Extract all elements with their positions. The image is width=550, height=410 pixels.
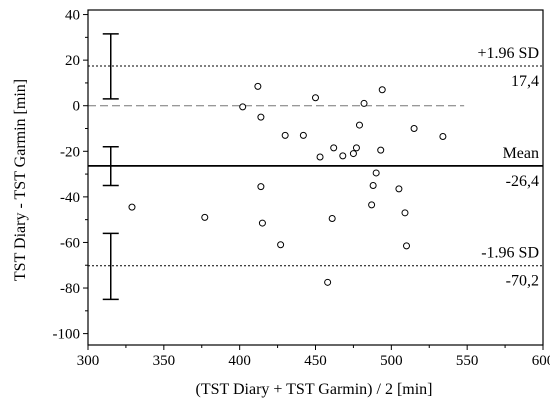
y-axis-title: TST Diary - TST Garmin [min]: [12, 79, 29, 281]
data-point: [410, 125, 418, 133]
confidence-interval-bars: [102, 33, 119, 301]
data-point: [369, 181, 377, 189]
reference-value-mean: -26,4: [506, 173, 539, 190]
data-point: [328, 215, 336, 223]
data-point: [377, 146, 385, 154]
reference-label-lower-loa: -1.96 SD: [481, 245, 539, 262]
data-point: [378, 86, 386, 94]
data-point: [258, 219, 266, 227]
x-tick-label: 600: [532, 353, 550, 369]
data-point: [324, 278, 332, 286]
data-point: [395, 185, 403, 193]
data-point: [312, 94, 319, 102]
data-point: [281, 131, 289, 139]
reference-value-upper-loa: 17,4: [511, 73, 539, 90]
x-tick-label: 350: [153, 353, 176, 369]
x-axis-ticks: 300 350 400 450 500 550 600: [77, 345, 550, 369]
data-point: [254, 82, 262, 90]
data-point: [352, 144, 360, 152]
data-point: [339, 152, 347, 160]
data-points: [128, 82, 447, 286]
axes-frame: [87, 9, 544, 346]
x-axis-title: (TST Diary + TST Garmin) / 2 [min]: [196, 381, 433, 398]
data-point: [257, 113, 265, 121]
plot-frame: [87, 9, 544, 346]
x-tick-label: 450: [304, 353, 327, 369]
data-point: [316, 153, 324, 161]
data-point: [403, 242, 410, 250]
y-tick-label: -20: [60, 144, 80, 160]
data-point: [299, 131, 307, 139]
reference-value-lower-loa: -70,2: [506, 273, 539, 290]
y-axis-ticks: 40 20 0 -20 -40 -60 -80 -100: [53, 8, 88, 343]
data-point: [128, 203, 136, 211]
x-tick-label: 300: [77, 353, 100, 369]
y-tick-label: 40: [65, 8, 80, 24]
data-point: [355, 121, 363, 129]
y-tick-label: 0: [73, 99, 81, 115]
data-point: [372, 169, 380, 177]
data-point: [349, 150, 357, 158]
data-point: [277, 241, 285, 249]
reference-label-upper-loa: +1.96 SD: [478, 45, 539, 62]
y-tick-label: -40: [60, 190, 80, 206]
y-tick-label: -80: [60, 281, 80, 297]
y-tick-label: -100: [53, 327, 81, 343]
data-point: [439, 132, 447, 140]
y-tick-label: -60: [60, 235, 80, 251]
x-tick-label: 550: [456, 353, 479, 369]
reference-line-labels: +1.96 SD 17,4 Mean -26,4 -1.96 SD -70,2: [478, 45, 539, 290]
data-point: [401, 209, 409, 217]
y-tick-label: 20: [65, 53, 80, 69]
x-tick-label: 500: [380, 353, 403, 369]
plot-lines: [88, 65, 543, 267]
data-point: [239, 103, 247, 111]
data-point: [201, 213, 209, 221]
data-point: [257, 183, 265, 191]
data-point: [360, 99, 368, 107]
data-point: [330, 144, 338, 152]
data-point: [368, 201, 376, 209]
reference-label-mean: Mean: [503, 145, 539, 162]
x-tick-label: 400: [228, 353, 251, 369]
